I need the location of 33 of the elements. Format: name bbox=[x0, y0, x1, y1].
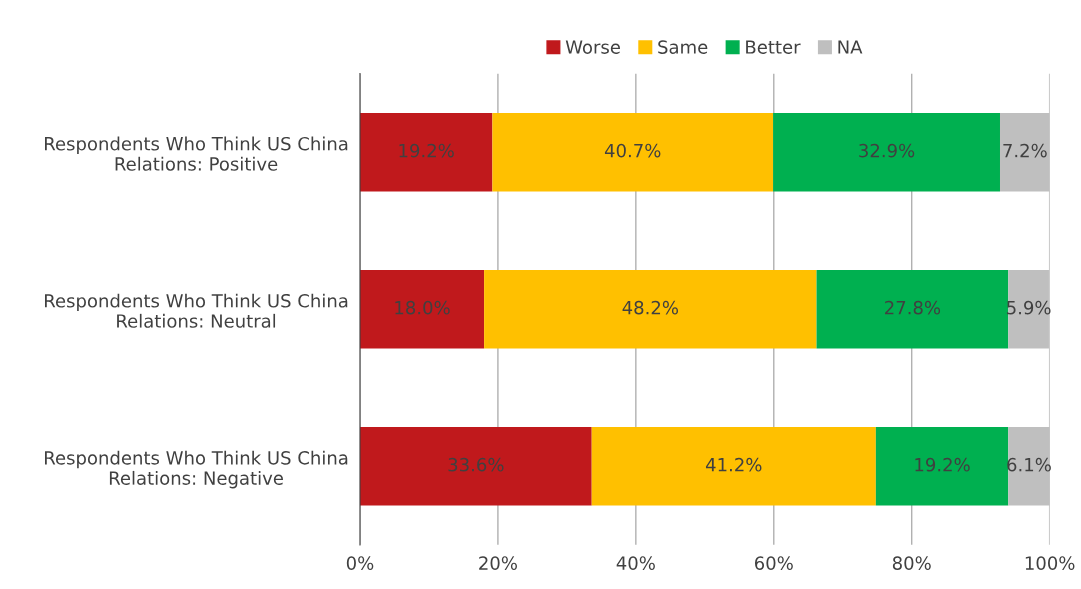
x-tick-label: 40% bbox=[616, 556, 655, 570]
data-label: 7.2% bbox=[1003, 143, 1047, 158]
x-tick-label: 0% bbox=[346, 556, 374, 570]
bar bbox=[875, 427, 1009, 506]
bar bbox=[359, 112, 493, 192]
data-label: 41.2% bbox=[705, 457, 762, 472]
bar bbox=[359, 269, 485, 349]
data-label: 48.2% bbox=[622, 300, 679, 315]
legend-label: Worse bbox=[565, 40, 620, 54]
y-tick-label: Respondents Who Think US China Relations: Neutral bbox=[45, 293, 348, 328]
x-tick-label: 80% bbox=[892, 556, 931, 570]
data-label: 32.9% bbox=[859, 143, 915, 158]
data-label: 40.7% bbox=[604, 143, 661, 158]
bar bbox=[492, 112, 774, 192]
data-label: 19.2% bbox=[915, 457, 970, 472]
bar bbox=[484, 269, 817, 349]
data-label: 33.6% bbox=[448, 457, 504, 472]
bar bbox=[999, 112, 1050, 192]
data-label: 19.2% bbox=[399, 143, 454, 158]
x-tick-label: 100% bbox=[1025, 556, 1075, 570]
bar bbox=[773, 112, 1000, 192]
y-tick-label: Respondents Who Think US China Relations: Negative bbox=[45, 450, 348, 489]
data-label: 18.0% bbox=[395, 300, 450, 315]
x-tick-label: 60% bbox=[754, 556, 793, 570]
data-label: 27.8% bbox=[885, 300, 941, 315]
legend-label: Better bbox=[746, 40, 801, 54]
bar bbox=[359, 427, 592, 506]
bar bbox=[816, 269, 1009, 349]
bar bbox=[591, 427, 876, 506]
y-tick-label: Respondents Who Think US China Relations: Positive bbox=[45, 136, 348, 171]
legend-label: NA bbox=[838, 40, 863, 54]
legend-label: Same bbox=[658, 40, 708, 54]
x-tick-label: 20% bbox=[479, 556, 517, 570]
